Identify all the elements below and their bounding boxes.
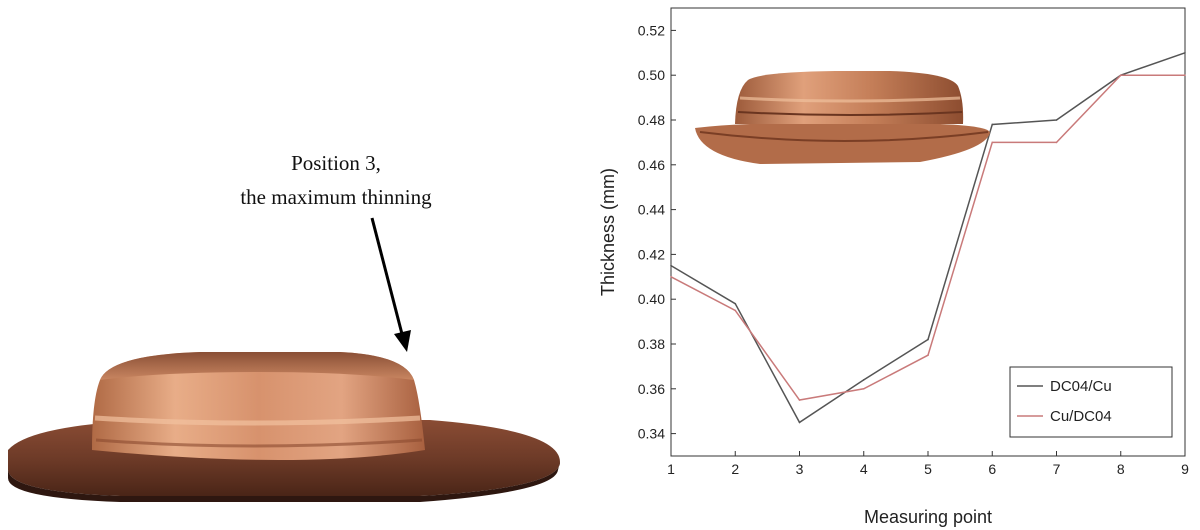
data-point	[798, 399, 801, 401]
data-point	[1119, 74, 1122, 76]
x-tick-label: 6	[988, 461, 996, 477]
legend-label-dc04-cu: DC04/Cu	[1050, 378, 1112, 395]
data-point	[734, 302, 737, 305]
x-axis-label: Measuring point	[864, 507, 992, 527]
y-tick-label: 0.52	[638, 22, 665, 38]
y-tick-label: 0.46	[638, 157, 665, 173]
data-point	[798, 421, 801, 424]
y-tick-label: 0.40	[638, 291, 665, 307]
data-point	[1184, 52, 1186, 54]
x-tick-label: 7	[1053, 461, 1061, 477]
data-point	[862, 379, 865, 381]
data-point	[991, 141, 994, 144]
y-tick-label: 0.50	[638, 67, 665, 83]
x-tick-label: 1	[667, 461, 675, 477]
y-tick-label: 0.34	[638, 426, 665, 442]
x-tick-label: 8	[1117, 461, 1125, 477]
data-point	[927, 338, 929, 341]
series-lines	[670, 52, 1186, 424]
annotation-arrow	[370, 217, 411, 352]
data-point	[927, 354, 929, 357]
x-tick-label: 4	[860, 461, 868, 477]
cup-photo-panel: Position 3, the maximum thinning	[8, 151, 560, 502]
x-tick-label: 5	[924, 461, 932, 477]
y-axis-label: Thickness (mm)	[598, 168, 618, 296]
x-tick-label: 3	[796, 461, 804, 477]
data-point	[670, 264, 672, 267]
y-tick-label: 0.48	[638, 112, 665, 128]
y-tick-label: 0.42	[638, 246, 665, 262]
data-point	[862, 388, 865, 390]
data-point	[734, 309, 737, 312]
annotation-line2: the maximum thinning	[240, 185, 432, 209]
data-point	[1055, 119, 1058, 121]
thickness-chart: 0.34 0.36 0.38 0.40 0.42 0.44 0.46 0.48 0.50 0.52…	[598, 7, 1189, 527]
cup-photo	[8, 352, 560, 502]
x-tick-label: 2	[731, 461, 739, 477]
legend: DC04/Cu Cu/DC04	[1009, 366, 1173, 438]
annotation-line1: Position 3,	[291, 151, 381, 175]
data-point	[991, 123, 994, 126]
data-point	[1055, 141, 1058, 144]
y-axis-ticks: 0.34 0.36 0.38 0.40 0.42 0.44 0.46 0.48 0.50 0.52	[638, 22, 676, 442]
data-point	[670, 276, 672, 278]
x-tick-label: 9	[1181, 461, 1189, 477]
y-tick-label: 0.36	[638, 381, 665, 397]
legend-label-cu-dc04: Cu/DC04	[1050, 408, 1112, 425]
x-axis-ticks: 1 2 3 4 5 6 7 8 9	[667, 451, 1189, 477]
y-tick-label: 0.44	[638, 202, 665, 218]
legend-box	[1009, 366, 1173, 438]
inset-cup-photo	[695, 71, 990, 164]
data-point	[1184, 74, 1186, 76]
y-tick-label: 0.38	[638, 336, 665, 352]
